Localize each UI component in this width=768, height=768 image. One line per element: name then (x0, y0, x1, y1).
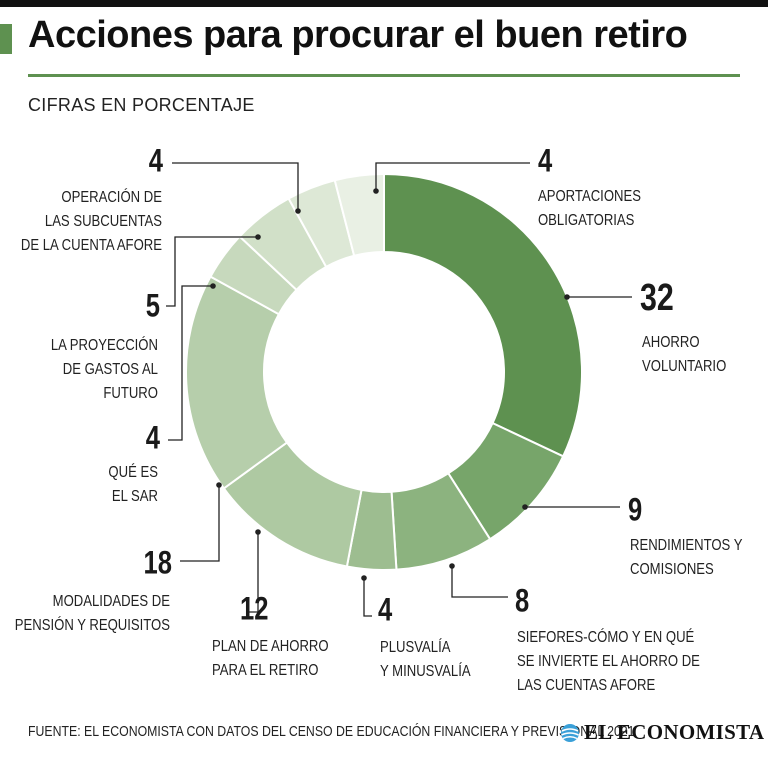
slice-category-label: PENSIÓN Y REQUISITOS (15, 616, 170, 635)
leader-line (363, 578, 372, 617)
slice-category-label: APORTACIONES (538, 188, 641, 205)
leader-dot (255, 234, 261, 240)
slice-category-label: PLUSVALÍA (380, 638, 451, 657)
donut-slice (333, 172, 385, 257)
slice-category-label: Y MINUSVALÍA (380, 662, 471, 681)
leader-lines (166, 162, 632, 617)
slice-category-label: QUÉ ES (108, 463, 158, 482)
slice-category-label: LA PROYECCIÓN (51, 336, 158, 355)
slice-value-label: 4 (378, 593, 392, 628)
slice-value-label: 5 (146, 289, 160, 324)
slice-category-label: SIEFORES-CÓMO Y EN QUÉ (517, 628, 695, 647)
slice-value-label: 12 (240, 592, 268, 627)
slice-category-label: FUTURO (103, 385, 158, 402)
slice-value-label: 8 (515, 584, 529, 619)
slice-category-label: COMISIONES (630, 561, 714, 578)
leader-dot (255, 529, 261, 535)
brand-name: EL ECONOMISTA (584, 720, 765, 744)
leader-line (180, 485, 220, 562)
slice-value-label: 9 (628, 493, 642, 528)
leader-dot (216, 482, 222, 488)
slice-category-label: DE GASTOS AL (63, 361, 158, 378)
slice-labels: 32 AHORRO VOLUNTARIO 9 RENDIMIENTOS Y COMISIO… (15, 144, 743, 695)
source-note: FUENTE: EL ECONOMISTA CON DATOS DEL CENS… (28, 723, 635, 740)
donut-slice (185, 275, 289, 490)
slice-value-label: 4 (149, 144, 163, 179)
slice-category-label: PLAN DE AHORRO (212, 638, 329, 655)
slice-value-label: 4 (146, 421, 160, 456)
leader-line (451, 566, 508, 598)
slice-value-label: 4 (538, 144, 552, 179)
chart-subtitle: CIFRAS EN PORCENTAJE (28, 95, 255, 115)
leader-line (246, 532, 259, 613)
globe-icon (561, 724, 579, 742)
slice-category-label: MODALIDADES DE (53, 593, 171, 610)
donut-slices (185, 172, 583, 571)
slice-category-label: SE INVIERTE EL AHORRO DE (517, 653, 700, 670)
leader-dot (373, 188, 379, 194)
leader-dot (522, 504, 528, 510)
slice-category-label: EL SAR (112, 488, 158, 505)
slice-value-label: 18 (144, 546, 172, 581)
leader-dot (295, 208, 301, 214)
leader-line (168, 285, 213, 441)
leader-line (166, 236, 258, 307)
slice-category-label: VOLUNTARIO (642, 358, 726, 375)
leader-dot (210, 283, 216, 289)
slice-category-label: RENDIMIENTOS Y (630, 537, 743, 554)
slice-category-label: OPERACIÓN DE (61, 188, 162, 207)
slice-value-label: 32 (640, 277, 674, 319)
page-title: Acciones para procurar el buen retiro (28, 14, 688, 56)
slice-category-label: AHORRO (642, 334, 700, 351)
slice-category-label: LAS SUBCUENTAS (45, 213, 162, 230)
donut-slice (383, 172, 583, 458)
leader-line (172, 162, 299, 211)
slice-category-label: DE LA CUENTA AFORE (21, 237, 162, 254)
leader-dot (564, 294, 570, 300)
leader-line (375, 162, 530, 191)
title-accent-bar (0, 24, 12, 54)
slice-category-label: LAS CUENTAS AFORE (517, 677, 655, 694)
leader-dot (361, 575, 367, 581)
slice-category-label: OBLIGATORIAS (538, 212, 635, 229)
leader-dot (449, 563, 455, 569)
slice-category-label: PARA EL RETIRO (212, 662, 318, 679)
title-divider (28, 74, 740, 77)
top-rule (0, 0, 768, 7)
